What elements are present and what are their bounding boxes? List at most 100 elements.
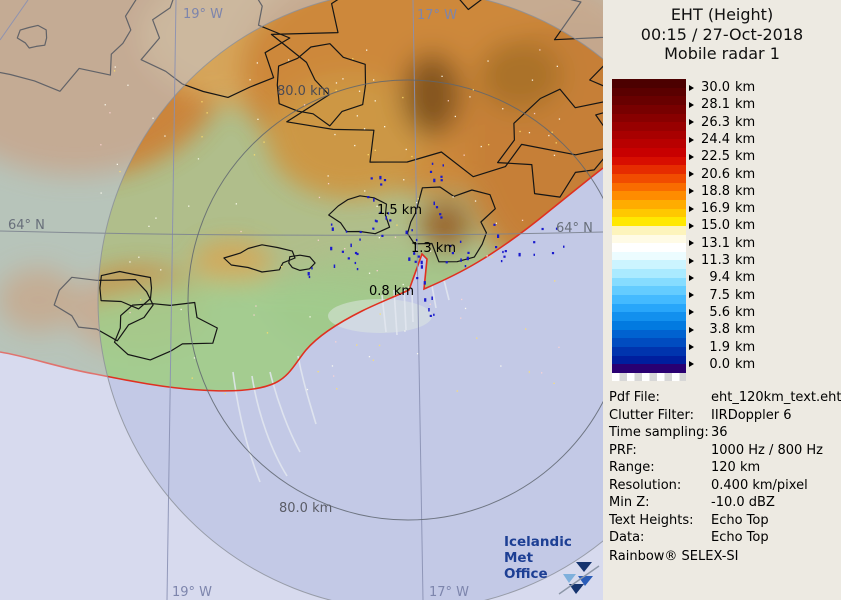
- echo-height-annotation: 1.3 km: [411, 241, 456, 256]
- echo-dot: [417, 255, 420, 258]
- metadata-row: Range: 120 km: [609, 459, 839, 477]
- echo-dots: [307, 162, 565, 317]
- terrain-speckle: [263, 141, 265, 143]
- terrain-speckle: [127, 84, 129, 86]
- metadata-row: Clutter Filter: IIRDoppler 6: [609, 407, 839, 425]
- terrain-speckle: [553, 382, 555, 384]
- metadata-label: Data:: [609, 530, 645, 545]
- lon-label-bottom-right: 17° W: [429, 585, 469, 600]
- glacier-outline: [140, 0, 291, 98]
- terrain-speckle: [306, 388, 309, 391]
- echo-dot: [420, 265, 423, 269]
- terrain-speckle: [129, 261, 131, 263]
- colorbar-tick: 26.3 km: [689, 114, 755, 130]
- terrain-speckle: [335, 89, 337, 91]
- echo-dot: [424, 298, 427, 302]
- terrain-speckle: [378, 237, 380, 239]
- terrain-speckle: [500, 365, 502, 367]
- terrain-speckle: [488, 144, 490, 146]
- terrain-speckle: [119, 170, 121, 173]
- terrain-speckle: [206, 112, 208, 114]
- tick-arrow-icon: [689, 101, 694, 108]
- terrain-speckle: [344, 248, 346, 250]
- echo-dot: [359, 238, 361, 241]
- echo-dot: [518, 252, 521, 257]
- terrain-speckle: [404, 330, 406, 332]
- terrain-speckle: [396, 224, 398, 226]
- metadata-value: eht_120km_text.eht: [711, 390, 841, 405]
- lat-label-right: 64° N: [556, 221, 593, 236]
- terrain-speckle: [454, 115, 456, 118]
- tick-arrow-icon: [689, 171, 694, 178]
- colorbar-tick: 11.3 km: [689, 253, 755, 269]
- colorbar-band: [612, 364, 686, 373]
- metadata-label: Resolution:: [609, 477, 682, 493]
- echo-dot: [385, 216, 387, 220]
- terrain-speckle: [430, 250, 432, 252]
- terrain-speckle: [281, 266, 283, 268]
- glacier-outline: [99, 270, 153, 310]
- terrain-speckle: [480, 145, 482, 148]
- colorbar-band: [612, 139, 686, 149]
- terrain-speckle: [104, 104, 106, 106]
- echo-dot: [416, 277, 419, 280]
- colorbar-band: [612, 251, 686, 261]
- imo-logo-line1: Icelandic Met: [504, 534, 572, 566]
- colorbar-band: [612, 113, 686, 123]
- metadata-value: -10.0 dBZ: [711, 495, 775, 510]
- terrain-speckle: [148, 225, 150, 227]
- echo-dot: [387, 212, 390, 215]
- terrain-speckle: [256, 62, 258, 64]
- terrain-speckle: [452, 196, 454, 198]
- echo-dot: [414, 260, 417, 263]
- echo-dot: [439, 213, 442, 216]
- tick-arrow-icon: [689, 119, 694, 126]
- out-of-range-haze: [0, 0, 603, 600]
- terrain-speckle: [556, 65, 558, 67]
- terrain-speckle: [469, 96, 471, 98]
- terrain-speckle: [224, 393, 226, 395]
- echo-dot: [442, 164, 444, 167]
- metadata-row: Data: Echo Top: [609, 529, 839, 547]
- terrain-speckle: [487, 60, 489, 62]
- colorbar-tick: 16.9 km: [689, 201, 755, 217]
- echo-dot: [308, 275, 311, 279]
- terrain-speckle: [356, 115, 358, 117]
- panel-title: EHT (Height) 00:15 / 27-Oct-2018 Mobile ra…: [603, 5, 841, 64]
- echo-dot: [408, 257, 411, 261]
- terrain-speckle: [394, 236, 397, 238]
- terrain-speckle: [317, 371, 319, 373]
- terrain-speckle: [472, 89, 474, 91]
- colorbar-band: [612, 338, 686, 347]
- echo-dot: [405, 230, 408, 235]
- terrain-speckle: [303, 104, 306, 106]
- terrain-speckle: [378, 344, 381, 347]
- echo-dot: [504, 250, 507, 253]
- colorbar-band: [612, 260, 686, 270]
- echo-dot: [493, 223, 496, 226]
- echo-dot: [379, 175, 382, 180]
- terrain-speckle: [140, 299, 142, 301]
- echo-dot: [459, 240, 462, 243]
- colorbar-tick: 22.5 km: [689, 149, 755, 165]
- tick-arrow-icon: [689, 292, 694, 299]
- graticule: [0, 0, 603, 600]
- terrain-speckle: [164, 135, 166, 137]
- terrain-speckle: [525, 328, 527, 330]
- colorbar-band: [612, 243, 686, 252]
- terrain-speckle: [109, 112, 111, 114]
- echo-dot: [359, 230, 362, 234]
- terrain-speckle: [327, 183, 330, 185]
- terrain-speckle: [266, 332, 269, 334]
- terrain-speckle: [379, 313, 381, 315]
- colorbar-band: [612, 208, 686, 218]
- glacier-outline: [223, 244, 296, 273]
- terrain-speckle: [528, 371, 530, 373]
- terrain-speckle: [129, 311, 131, 314]
- panel-title-line: 00:15 / 27-Oct-2018: [640, 24, 804, 44]
- lon-label-bottom-left: 19° W: [172, 585, 212, 600]
- metadata-label: Range:: [609, 460, 655, 475]
- echo-dot: [373, 198, 375, 202]
- terrain-speckle: [331, 365, 334, 367]
